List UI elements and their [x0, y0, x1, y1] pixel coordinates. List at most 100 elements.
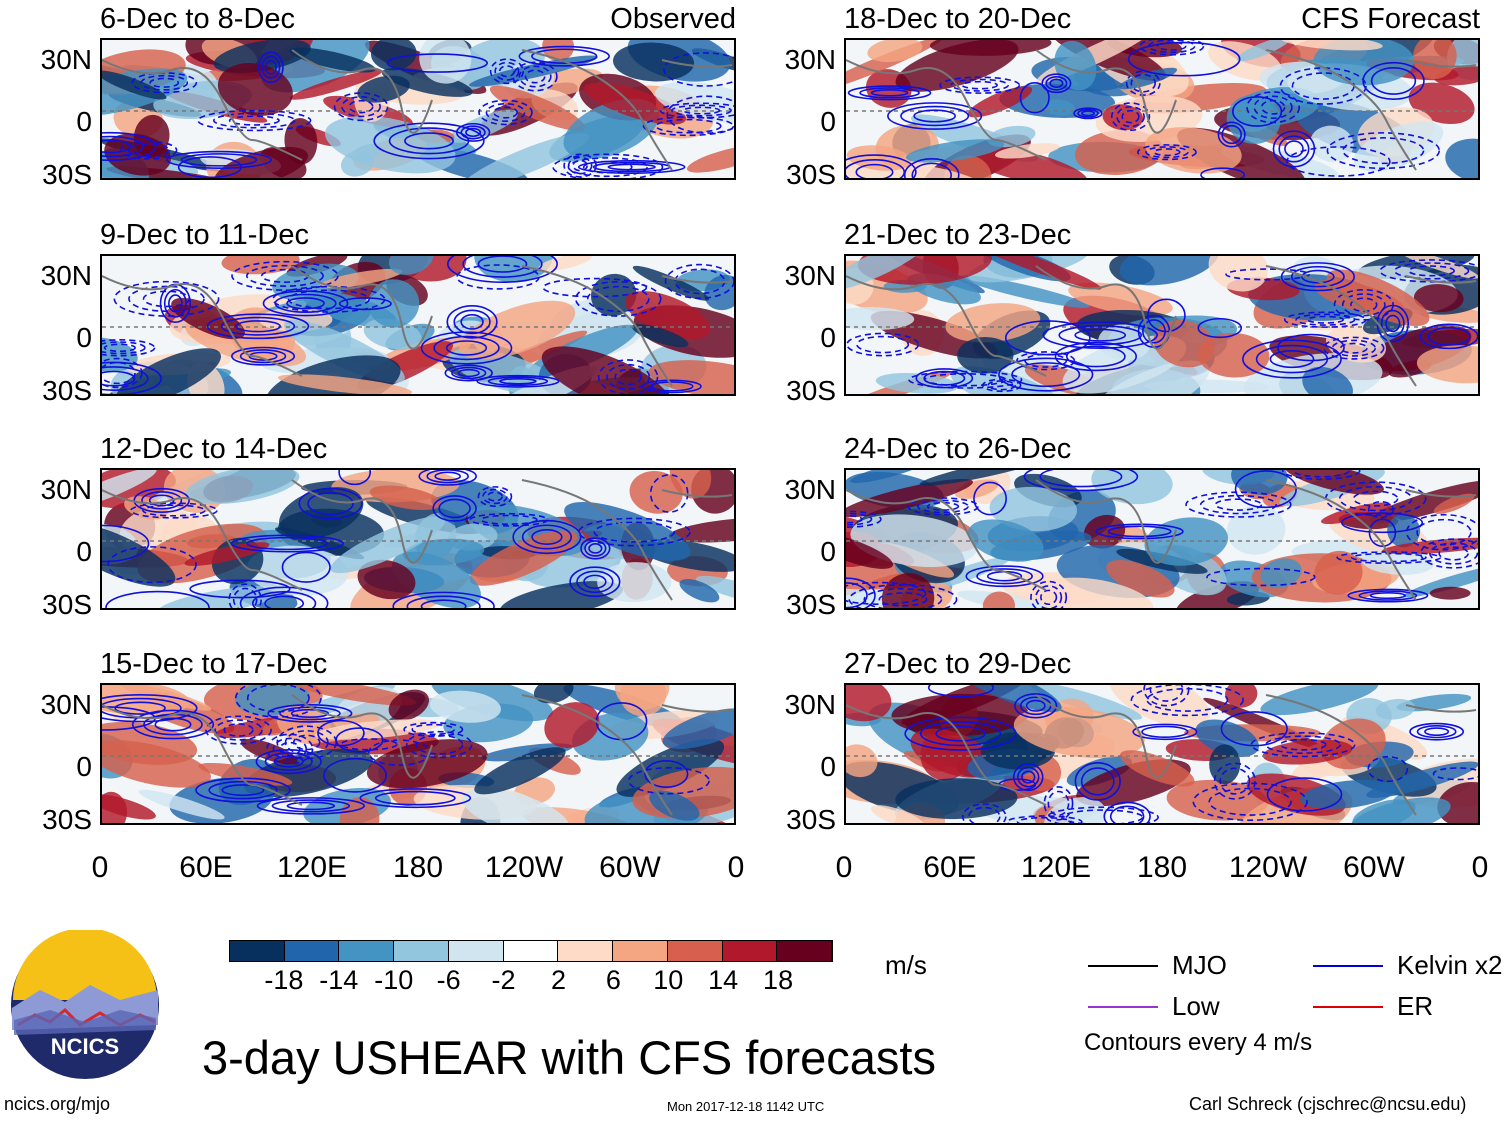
kelvin-contour [1281, 470, 1361, 480]
coastline [1265, 479, 1417, 601]
shear-shading-blob [1208, 256, 1269, 292]
shear-shading-blob [541, 346, 672, 394]
legend-line-swatch [1313, 1006, 1383, 1008]
heatmap-plot [846, 685, 1478, 823]
shear-shading-blob [1348, 797, 1451, 823]
kelvin-contour [1066, 345, 1126, 368]
coastline [521, 694, 673, 816]
lat-tick-label: 0 [820, 751, 836, 782]
kelvin-contour [998, 357, 1094, 392]
kelvin-contour [927, 685, 995, 698]
panel-title: 15-Dec to 17-Dec [100, 648, 328, 680]
kelvin-contour [903, 158, 960, 178]
shear-shading-blob [1106, 559, 1175, 598]
kelvin-contour [855, 163, 894, 178]
kelvin-contour [1438, 546, 1469, 561]
kelvin-contour [1130, 73, 1156, 93]
kelvin-contour [388, 127, 470, 155]
kelvin-contour [1416, 725, 1457, 739]
kelvin-contour [432, 495, 477, 522]
kelvin-contour [246, 685, 310, 713]
panel-title: 21-Dec to 23-Dec [844, 219, 1072, 251]
shear-shading-blob [1412, 40, 1457, 80]
lat-tick-label: 30S [42, 375, 92, 406]
lat-tick-label: 30S [42, 804, 92, 835]
kelvin-contour [1061, 809, 1144, 823]
colorbar-swatch [503, 941, 559, 961]
kelvin-contour [1409, 722, 1465, 741]
kelvin-contour [1045, 75, 1068, 91]
shear-shading-blob [967, 519, 1044, 562]
kelvin-contour [1405, 513, 1478, 551]
kelvin-contour [220, 316, 296, 336]
kelvin-contour [102, 339, 156, 357]
heatmap-plot [846, 256, 1478, 394]
kelvin-contour [1279, 67, 1367, 105]
kelvin-contour [445, 340, 488, 356]
shear-shading-blob [1119, 256, 1219, 286]
kelvin-contour [1095, 523, 1184, 540]
kelvin-contour [261, 55, 281, 79]
kelvin-contour [1279, 738, 1327, 751]
kelvin-contour [1285, 146, 1391, 177]
kelvin-contour [102, 694, 198, 723]
kelvin-contour [1019, 82, 1050, 114]
kelvin-contour [1367, 500, 1395, 519]
shear-shading-blob [1209, 744, 1241, 785]
kelvin-contour [163, 288, 187, 318]
shear-shading-blob [1118, 67, 1178, 90]
kelvin-contour [281, 551, 331, 583]
kelvin-contour [1280, 262, 1355, 292]
heatmap-plot [846, 40, 1478, 178]
kelvin-contour [433, 335, 500, 361]
kelvin-contour [597, 359, 659, 394]
kelvin-contour [1012, 763, 1044, 792]
shear-shading-blob [846, 744, 878, 778]
shear-shading-blob [186, 470, 300, 504]
lon-tick-label: 60E [923, 851, 977, 884]
colorbar-tick-label: -2 [491, 965, 516, 995]
coastline [1035, 694, 1177, 779]
colorbar-tick-label: 10 [653, 965, 684, 995]
kelvin-contour [1109, 805, 1145, 823]
kelvin-contour [1125, 70, 1161, 96]
kelvin-contour [494, 61, 520, 81]
lat-tick-label: 30N [784, 44, 836, 75]
shear-shading-blob [1034, 577, 1154, 608]
panel-title: 27-Dec to 29-Dec [844, 648, 1072, 680]
kelvin-contour [404, 132, 454, 150]
kelvin-contour [256, 797, 365, 815]
shear-shading-blob [1284, 470, 1384, 495]
colorbar-tick-label: 2 [550, 965, 566, 995]
kelvin-contour [107, 546, 197, 584]
shear-shading-blob [303, 291, 397, 328]
shear-shading-blob [590, 273, 637, 317]
kelvin-contour [1370, 66, 1417, 95]
shear-shading-blob [989, 486, 1077, 532]
kelvin-contour [1331, 339, 1377, 357]
heatmap-panel [844, 254, 1480, 396]
shear-shading-blob [1066, 756, 1133, 787]
logo-mountains-front [14, 1010, 156, 1035]
kelvin-contour [1023, 470, 1139, 492]
shear-shading-blob [846, 588, 907, 608]
shear-shading-blob [1260, 558, 1302, 588]
kelvin-contour [113, 280, 220, 317]
heatmap-plot [102, 685, 734, 823]
shear-shading-blob [217, 63, 293, 116]
kelvin-contour [870, 89, 909, 97]
coastline [1035, 479, 1177, 564]
lat-tick-label: 30S [786, 159, 836, 190]
legend-label: Low [1172, 991, 1220, 1021]
kelvin-contour [926, 501, 960, 511]
kelvin-contour [255, 748, 322, 775]
lon-tick-label: 60W [1343, 851, 1405, 884]
lat-tick-label: 0 [820, 536, 836, 567]
site-link[interactable]: ncics.org/mjo [4, 1094, 111, 1114]
kelvin-contour [908, 370, 1023, 389]
kelvin-contour [333, 92, 389, 122]
heatmap-panel [100, 254, 736, 396]
shear-shading-blob [1030, 685, 1143, 720]
lat-tick-label: 0 [76, 536, 92, 567]
kelvin-contour [1077, 108, 1099, 118]
